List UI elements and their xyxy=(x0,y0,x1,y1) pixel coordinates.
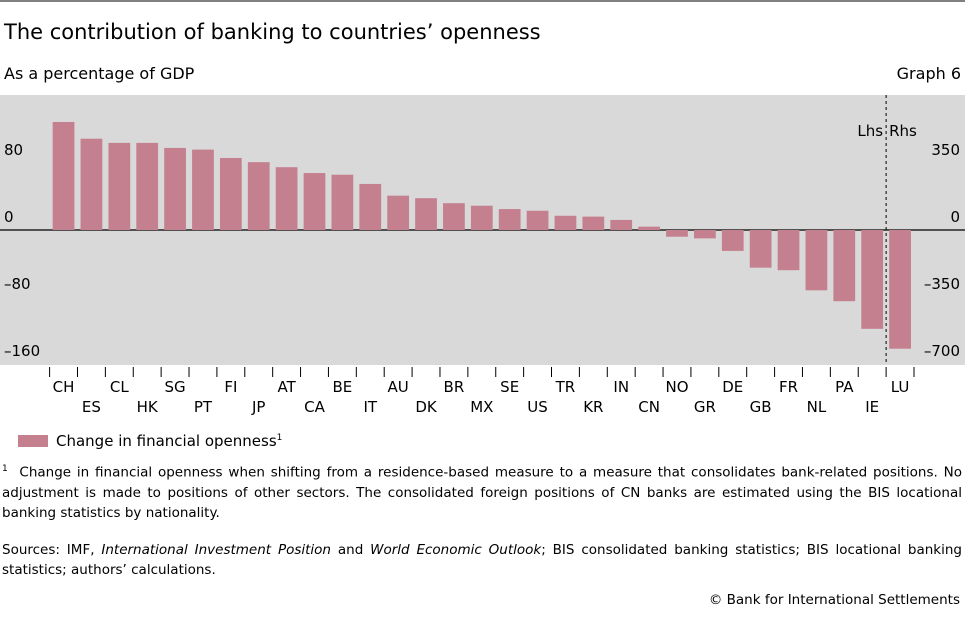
x-tick-label: TR xyxy=(555,378,576,396)
x-tick-label: FI xyxy=(224,378,237,396)
bar xyxy=(582,216,605,230)
x-tick-label: ES xyxy=(82,398,101,416)
y2-tick-label: 350 xyxy=(931,141,960,159)
bar xyxy=(805,230,828,291)
bar xyxy=(554,215,577,230)
x-tick-label: NO xyxy=(665,378,688,396)
bar xyxy=(470,205,493,230)
legend-label: Change in financial openness1 xyxy=(56,432,282,450)
x-tick-label: CA xyxy=(304,398,325,416)
sources-part: Sources: IMF, xyxy=(2,542,102,558)
x-tick-label: GB xyxy=(750,398,772,416)
bar xyxy=(108,142,131,230)
bar xyxy=(136,142,159,230)
x-tick-label: LU xyxy=(891,378,910,396)
y2-tick-label: 0 xyxy=(950,208,960,226)
sources: Sources: IMF, International Investment P… xyxy=(2,540,962,580)
chart-subtitle: As a percentage of GDP xyxy=(4,64,195,83)
x-tick-label: IT xyxy=(363,398,377,416)
bar xyxy=(693,230,716,239)
x-tick-label: SE xyxy=(500,378,519,396)
bar xyxy=(164,147,186,230)
x-tick-label: IN xyxy=(613,378,629,396)
legend-swatch xyxy=(18,435,48,447)
x-tick-label: MX xyxy=(470,398,493,416)
bar xyxy=(889,230,911,349)
left-axis-label: Lhs xyxy=(857,122,883,140)
bar xyxy=(219,157,242,230)
x-tick-label: SG xyxy=(164,378,185,396)
y-tick-label: 80 xyxy=(4,141,23,159)
x-tick-label: AT xyxy=(277,378,296,396)
bar xyxy=(833,230,856,302)
bar xyxy=(498,209,521,230)
x-tick-label: IE xyxy=(865,398,879,416)
bar xyxy=(387,195,410,230)
x-tick-label: NL xyxy=(807,398,827,416)
bar xyxy=(861,230,884,329)
x-tick-label: BR xyxy=(444,378,465,396)
x-tick-label: PA xyxy=(835,378,854,396)
bar xyxy=(526,210,549,230)
bar xyxy=(52,121,75,230)
x-tick-label: DE xyxy=(722,378,743,396)
footnote-text: Change in financial openness when shifti… xyxy=(2,464,962,521)
x-tick-label: HK xyxy=(137,398,159,416)
footnote: 1 Change in financial openness when shif… xyxy=(2,459,962,523)
x-tick-label: BE xyxy=(332,378,352,396)
x-tick-label: PT xyxy=(194,398,213,416)
bar xyxy=(666,230,688,237)
bar xyxy=(777,230,800,271)
x-tick-label: DK xyxy=(415,398,438,416)
x-tick-label: CN xyxy=(638,398,660,416)
x-tick-label: GR xyxy=(694,398,716,416)
bar xyxy=(721,230,744,251)
bar xyxy=(275,167,298,230)
y2-tick-label: –350 xyxy=(924,275,960,293)
bar xyxy=(415,198,437,230)
y-tick-label: 0 xyxy=(4,208,14,226)
x-tick-label: US xyxy=(527,398,548,416)
footnote-marker: 1 xyxy=(2,464,8,474)
sources-part: ; BIS consolidated banking statistics; B… xyxy=(2,542,962,578)
bar xyxy=(80,138,103,230)
sources-part: International Investment Position xyxy=(101,542,331,558)
bar xyxy=(192,149,214,230)
x-tick-label: FR xyxy=(779,378,798,396)
y-tick-label: –160 xyxy=(4,342,40,360)
x-tick-label: AU xyxy=(388,378,409,396)
y-tick-label: –80 xyxy=(4,275,31,293)
right-axis-label: Rhs xyxy=(889,122,917,140)
bar xyxy=(638,226,660,230)
chart-title: The contribution of banking to countries… xyxy=(3,20,541,44)
bar xyxy=(610,219,633,230)
legend-footnote-marker: 1 xyxy=(277,433,283,443)
copyright: © Bank for International Settlements xyxy=(708,592,960,608)
y2-tick-label: –700 xyxy=(924,342,960,360)
x-tick-label: JP xyxy=(251,398,265,416)
bar xyxy=(247,162,270,230)
bar xyxy=(443,203,465,230)
x-tick-label: CH xyxy=(53,378,75,396)
bar xyxy=(331,174,354,230)
bar xyxy=(359,183,382,230)
x-tick-label: KR xyxy=(583,398,603,416)
bar xyxy=(749,230,772,268)
bar xyxy=(303,173,326,230)
sources-part: World Economic Outlook xyxy=(370,542,542,558)
sources-part: and xyxy=(331,542,371,558)
graph-label: Graph 6 xyxy=(897,64,961,83)
x-tick-label: CL xyxy=(110,378,129,396)
